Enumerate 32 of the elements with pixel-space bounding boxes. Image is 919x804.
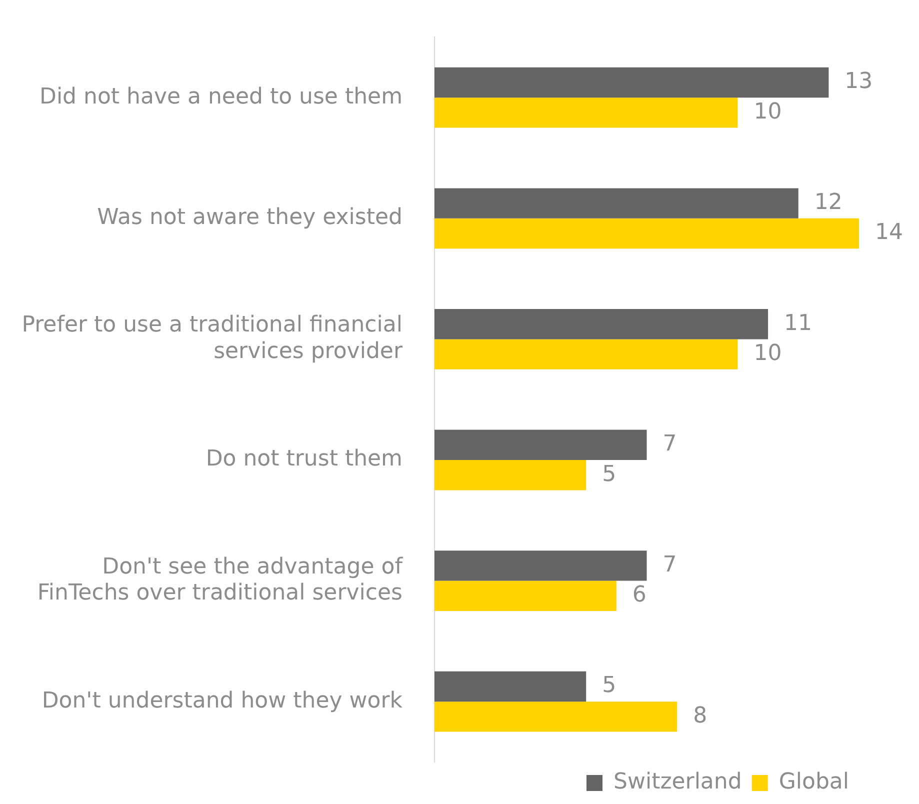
data-label: 10 xyxy=(754,99,782,124)
data-label: 8 xyxy=(693,703,708,728)
data-label: 11 xyxy=(784,310,812,336)
data-label: 13 xyxy=(844,69,873,94)
y-tick-label: Did not have a need to use them xyxy=(40,84,402,110)
bar xyxy=(434,309,768,340)
bar xyxy=(434,67,829,98)
data-label: 6 xyxy=(632,582,646,608)
data-label: 5 xyxy=(602,462,616,487)
bar xyxy=(434,218,859,249)
legend-label: Switzerland xyxy=(613,770,742,795)
y-tick-label: Don't see the advantage of FinTechs over traditional services xyxy=(37,554,404,606)
bar xyxy=(434,98,738,128)
bar xyxy=(434,580,616,611)
y-tick-label: Don't understand how they work xyxy=(42,688,403,714)
bar xyxy=(434,430,647,460)
data-label: 10 xyxy=(754,341,782,366)
data-label: 14 xyxy=(875,220,903,246)
bar xyxy=(434,339,738,370)
data-label: 7 xyxy=(662,552,677,578)
y-tick-label: Prefer to use a traditional financial services provider xyxy=(22,312,404,364)
data-label: 5 xyxy=(602,673,616,698)
data-label: 7 xyxy=(662,432,677,457)
legend-label: Global xyxy=(778,770,850,795)
y-tick-label: Do not trust them xyxy=(206,446,402,472)
bar xyxy=(434,460,586,490)
data-label: 12 xyxy=(814,190,842,216)
bar xyxy=(434,671,586,702)
y-tick-label: Was not aware they existed xyxy=(97,205,402,230)
bar xyxy=(434,550,647,581)
bar xyxy=(434,702,678,732)
bar xyxy=(434,188,798,218)
